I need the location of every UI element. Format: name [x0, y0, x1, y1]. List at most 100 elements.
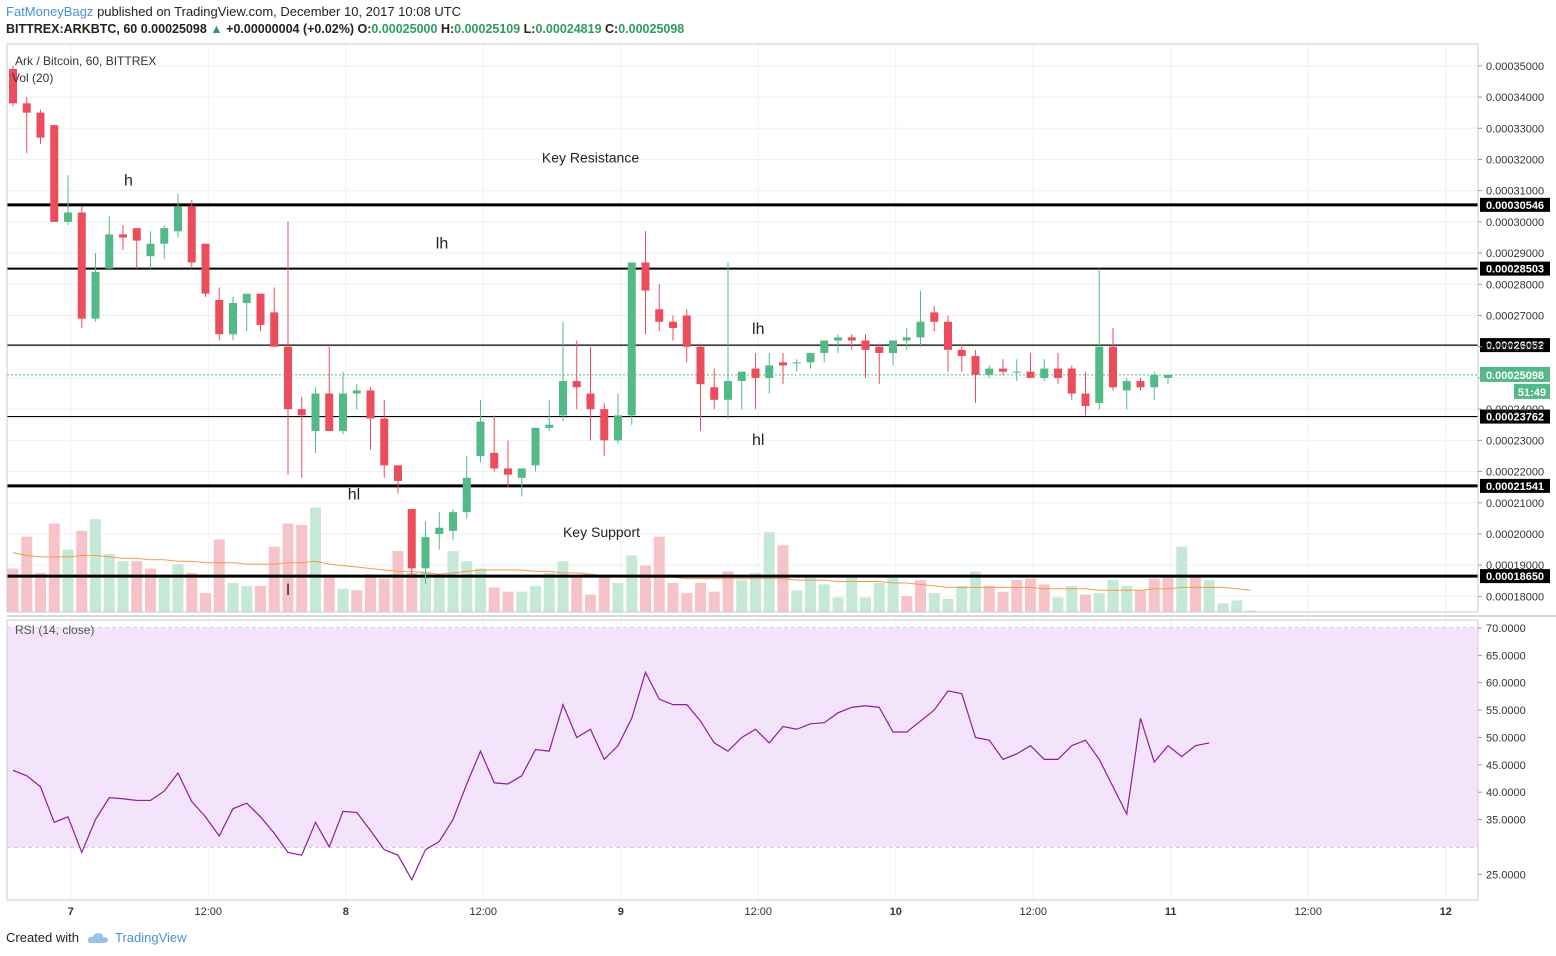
candle-body	[1136, 381, 1145, 388]
volume-bar	[901, 596, 913, 612]
time-tick-label: 12:00	[1019, 906, 1047, 918]
volume-bar	[35, 572, 46, 612]
volume-bar	[736, 580, 748, 612]
volume-bar	[310, 507, 321, 612]
volume-bar	[447, 551, 459, 612]
volume-bar	[640, 565, 651, 612]
price-tick-label: 0.00034000	[1486, 92, 1544, 104]
volume-bar	[461, 561, 473, 612]
volume-bar	[1231, 600, 1243, 612]
volume-bar	[543, 572, 555, 612]
candle-body	[792, 362, 801, 364]
candle-body	[834, 337, 842, 341]
volume-bar	[186, 572, 198, 612]
chart-annotation: lh	[436, 235, 448, 252]
tradingview-link[interactable]: TradingView	[114, 930, 187, 945]
price-change: +0.00000004 (+0.02%)	[226, 22, 355, 36]
candle-body	[407, 509, 416, 569]
main-pane-frame	[6, 43, 1479, 613]
candle-body	[751, 368, 760, 378]
candle-body	[779, 362, 787, 366]
candle-body	[449, 512, 457, 531]
volume-bar	[571, 575, 583, 612]
time-tick-label: 12:00	[194, 906, 222, 918]
volume-bar	[1107, 580, 1119, 612]
annotations: Key Resistance Key Support h lh lh hl hl l	[124, 150, 764, 599]
time-tick-label: 9	[618, 906, 624, 918]
candle-body	[600, 409, 609, 441]
volume-bar	[145, 568, 156, 612]
candle-body	[957, 349, 966, 357]
candle-body	[297, 409, 306, 416]
candle-body	[311, 393, 320, 431]
level-label: 0.00026052	[1486, 340, 1544, 352]
candle-body	[394, 465, 402, 481]
symbol-name: BITTREX:ARKBTC, 60	[6, 22, 138, 36]
rsi-label: RSI (14, close)	[15, 623, 94, 637]
candle-body	[476, 421, 485, 456]
volume-bar	[791, 590, 803, 612]
volume-bar	[200, 593, 211, 612]
level-label-bg	[1480, 478, 1550, 493]
candle-body	[77, 212, 86, 319]
candle-body	[160, 228, 169, 244]
candle-body	[1026, 371, 1035, 378]
rsi-tick-label: 70.0000	[1486, 623, 1526, 635]
volume-bar	[1217, 603, 1229, 612]
volume-bar	[763, 532, 775, 612]
volume-bar	[1066, 585, 1078, 612]
candle-body	[545, 424, 554, 428]
volume-bar	[873, 583, 885, 612]
volume-bar	[805, 575, 816, 612]
volume-bar	[488, 587, 500, 612]
volume-bar	[956, 585, 968, 612]
volume-bar	[406, 572, 418, 612]
publish-info: published on TradingView.com, December 1…	[97, 4, 462, 19]
volume-bar	[915, 580, 926, 612]
volume-bar	[887, 575, 899, 612]
level-lines	[7, 203, 1478, 578]
volume-bar	[172, 564, 184, 612]
time-tick-label: 12	[1440, 906, 1452, 918]
high-label: H:	[440, 22, 455, 36]
candle-body	[1040, 368, 1049, 378]
volume-bar	[90, 519, 101, 612]
time-tick-label: 8	[343, 906, 349, 918]
volume-bar	[158, 575, 170, 612]
volume-bar	[227, 583, 239, 612]
volume-bar	[860, 597, 871, 612]
candle-body	[146, 243, 155, 257]
candle-body	[504, 468, 512, 475]
chart-annotation: l	[286, 582, 290, 599]
candle-body	[875, 346, 884, 353]
rsi-tick-label: 60.0000	[1486, 678, 1526, 690]
level-label: 0.00018650	[1486, 571, 1544, 583]
volume-bar	[942, 598, 954, 612]
candle-body	[91, 271, 100, 319]
rsi-tick-label: 50.0000	[1486, 732, 1526, 744]
volume-bar	[997, 591, 1009, 612]
volume-bar	[378, 578, 390, 612]
price-tick-label: 0.00019000	[1486, 560, 1544, 572]
candle-body	[36, 112, 45, 138]
candle-body	[174, 206, 182, 232]
footer: Created with TradingView	[6, 930, 187, 945]
volume-bar	[970, 571, 981, 612]
price-tick-label: 0.00020000	[1486, 529, 1544, 541]
candle-body	[1081, 393, 1090, 407]
candle-body	[1067, 368, 1076, 394]
volume-bar	[585, 594, 596, 612]
rsi-tick-label: 35.0000	[1486, 815, 1526, 827]
time-tick-label: 7	[68, 906, 74, 918]
last-price-label-bg	[1480, 366, 1550, 382]
volume-bar	[103, 554, 115, 612]
price-tick-label: 0.00035000	[1486, 61, 1544, 73]
author-link[interactable]: FatMoneyBagz	[6, 4, 94, 19]
candle-body	[765, 365, 774, 378]
publish-header: FatMoneyBagz published on TradingView.co…	[6, 4, 461, 19]
candle-body	[517, 468, 526, 478]
volume-bar	[708, 591, 720, 612]
price-tick-label: 0.00029000	[1486, 248, 1544, 260]
volume-bar	[1148, 578, 1160, 612]
